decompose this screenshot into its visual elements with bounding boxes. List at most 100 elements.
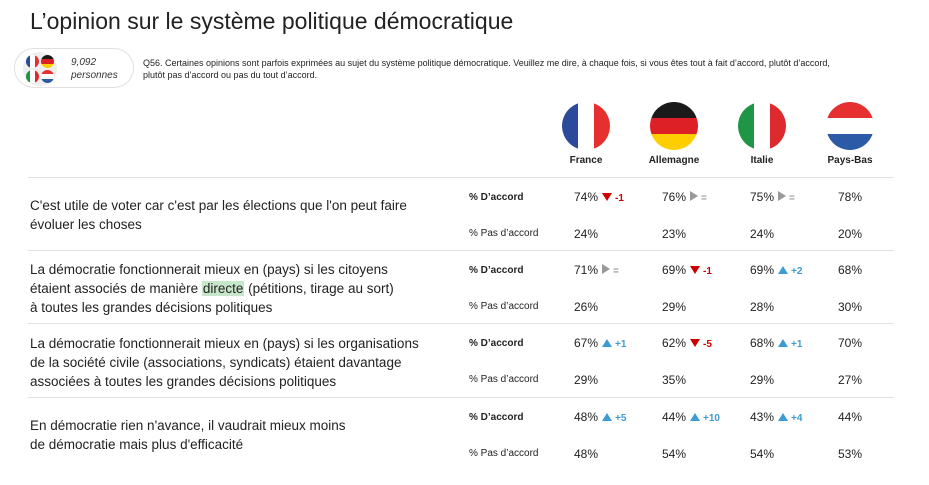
statement-1-line-2: évoluer les choses [30, 217, 142, 232]
row-label-accord: % D’accord [469, 192, 524, 203]
value-accord-text: 78% [838, 190, 863, 204]
value-pas-accord: 48% [574, 447, 599, 461]
value-accord-text: 69% [662, 263, 687, 277]
value-accord: 70% [838, 336, 862, 350]
country-label-france: France [569, 155, 603, 166]
trend-down-icon [690, 339, 701, 347]
value-accord: 68% +1 [750, 336, 802, 350]
value-pas-accord: 35% [662, 373, 687, 387]
value-accord: 75% = [750, 190, 795, 204]
divider [28, 250, 894, 251]
statement-1-line-1: C'est utile de voter car c'est par les é… [30, 198, 407, 213]
value-accord: 44% +10 [662, 410, 720, 424]
value-accord: 43% +4 [750, 410, 802, 424]
value-pas-accord: 20% [838, 227, 863, 241]
value-pas-accord: 54% [750, 447, 775, 461]
row-label-accord: % D’accord [469, 412, 524, 423]
value-accord: 69% -1 [662, 263, 712, 277]
trend-delta: +2 [791, 266, 803, 277]
value-pas-accord: 30% [838, 300, 863, 314]
statement-3-line-1: La démocratie fonctionnerait mieux en (p… [30, 336, 419, 351]
trend-down-icon [690, 266, 701, 274]
divider [28, 177, 894, 178]
value-pas-accord: 24% [750, 227, 775, 241]
trend-up-icon [602, 339, 613, 347]
trend-delta: = [789, 193, 795, 204]
trend-up-icon [778, 413, 789, 421]
sample-count: 9,092 personnes [71, 56, 118, 82]
value-accord: 68% [838, 263, 862, 277]
value-accord: 62% -5 [662, 336, 712, 350]
statement-2-line-1: La démocratie fonctionnerait mieux en (p… [30, 262, 388, 277]
value-pas-accord: 53% [838, 447, 863, 461]
row-label-pas-accord: % Pas d’accord [469, 228, 539, 239]
value-accord-text: 75% [750, 190, 775, 204]
question-text: Q56. Certaines opinions sont parfois exp… [143, 57, 918, 81]
value-pas-accord: 27% [838, 373, 863, 387]
trend-delta: +1 [615, 339, 627, 350]
value-accord: 71% = [574, 263, 619, 277]
row-label-pas-accord: % Pas d’accord [469, 448, 539, 459]
value-pas-accord: 28% [750, 300, 775, 314]
value-accord: 67% +1 [574, 336, 626, 350]
trend-delta: -5 [703, 339, 712, 350]
trend-delta: +4 [791, 413, 803, 424]
statement-3-line-3: associées à toutes les grandes décisions… [30, 374, 337, 389]
flag-germany-icon [650, 102, 698, 150]
value-accord-text: 74% [574, 190, 599, 204]
trend-up-icon [602, 413, 613, 421]
sample-count-value: 9,092 [71, 57, 97, 68]
value-accord: 76% = [662, 190, 707, 204]
question-line-2: plutôt pas d’accord ou pas du tout d’acc… [143, 70, 318, 80]
sample-count-unit: personnes [71, 70, 118, 81]
divider [28, 397, 894, 398]
country-label-netherlands: Pays-Bas [827, 155, 873, 166]
value-accord-text: 68% [750, 336, 775, 350]
trend-delta: -1 [615, 193, 624, 204]
row-label-accord: % D’accord [469, 338, 524, 349]
statement-4: En démocratie rien n'avance, il vaudrait… [30, 416, 450, 454]
sample-badge: 9,092 personnes [14, 48, 134, 88]
value-pas-accord: 54% [662, 447, 687, 461]
trend-delta: = [613, 266, 619, 277]
value-accord-text: 48% [574, 410, 599, 424]
statement-2-highlight: directe [201, 281, 245, 296]
statement-1: C'est utile de voter car c'est par les é… [30, 196, 450, 234]
country-label-germany: Allemagne [648, 155, 700, 166]
trend-up-icon [778, 339, 789, 347]
row-label-pas-accord: % Pas d’accord [469, 374, 539, 385]
trend-up-icon [778, 266, 789, 274]
question-line-1: Q56. Certaines opinions sont parfois exp… [143, 58, 830, 68]
flag-france-icon [562, 102, 610, 150]
value-pas-accord: 29% [750, 373, 775, 387]
trend-delta: +10 [703, 413, 720, 424]
trend-down-icon [602, 193, 613, 201]
statement-3-line-2: de la société civile (associations, synd… [30, 355, 402, 370]
value-accord-text: 69% [750, 263, 775, 277]
trend-stable-icon [602, 264, 611, 274]
value-accord-text: 68% [838, 263, 863, 277]
statement-4-line-2: de démocratie mais plus d'efficacité [30, 437, 244, 452]
statement-3: La démocratie fonctionnerait mieux en (p… [30, 334, 450, 391]
value-accord-text: 70% [838, 336, 863, 350]
statement-2-line-3: à toutes les grandes décisions politique… [30, 300, 273, 315]
flag-italy-icon [738, 102, 786, 150]
value-pas-accord: 24% [574, 227, 599, 241]
value-pas-accord: 29% [662, 300, 687, 314]
trend-up-icon [690, 413, 701, 421]
value-accord: 74% -1 [574, 190, 624, 204]
value-accord: 69% +2 [750, 263, 802, 277]
row-label-pas-accord: % Pas d’accord [469, 301, 539, 312]
trend-stable-icon [778, 191, 787, 201]
value-accord-text: 62% [662, 336, 687, 350]
value-accord-text: 44% [662, 410, 687, 424]
value-accord-text: 44% [838, 410, 863, 424]
value-accord: 48% +5 [574, 410, 626, 424]
row-label-accord: % D’accord [469, 265, 524, 276]
statement-2: La démocratie fonctionnerait mieux en (p… [30, 260, 450, 317]
value-pas-accord: 29% [574, 373, 599, 387]
trend-delta: -1 [703, 266, 712, 277]
flag-netherlands-icon [826, 102, 874, 150]
trend-stable-icon [690, 191, 699, 201]
trend-delta: = [701, 193, 707, 204]
